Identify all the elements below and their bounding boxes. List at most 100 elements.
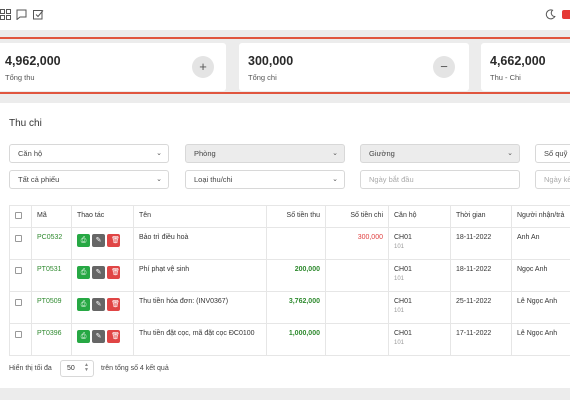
total-expense-value: 300,000 <box>248 54 294 68</box>
bed-select[interactable]: Giường ⌄ <box>360 144 520 163</box>
page-size-select[interactable]: 50 ▲ ▼ <box>60 360 94 377</box>
row-room: 101 <box>394 276 405 282</box>
panel-title: Thu chi <box>9 118 42 129</box>
row-name: Phí phạt vệ sinh <box>133 259 267 292</box>
table-row[interactable]: PT0509 ⎙ ✎ 🗑 Thu tiền hóa đơn: (INV0367) 3,76… <box>9 291 570 324</box>
row-code[interactable]: PT0509 <box>31 291 72 324</box>
row-expense <box>325 323 389 356</box>
row-apartment: CH01 101 <box>388 291 451 324</box>
col-actions: Thao tác <box>71 205 134 228</box>
room-select[interactable]: Phòng ⌄ <box>185 144 345 163</box>
table-row[interactable]: PT0396 ⎙ ✎ 🗑 Thu tiền đặt cọc, mã đặt cọc ĐC… <box>9 323 570 356</box>
col-income[interactable]: Số tiền thu <box>266 205 326 228</box>
row-apartment-code: CH01 <box>394 234 412 241</box>
apartment-select[interactable]: Căn hộ ⌄ <box>9 144 169 163</box>
col-name[interactable]: Tên <box>133 205 267 228</box>
col-apartment[interactable]: Căn hộ <box>388 205 451 228</box>
row-select-cell <box>9 323 32 356</box>
row-time: 18-11-2022 <box>450 227 512 260</box>
col-time[interactable]: Thời gian <box>450 205 512 228</box>
grid-icon[interactable] <box>0 9 11 20</box>
row-name: Thu tiền đặt cọc, mã đặt cọc ĐC0100 <box>133 323 267 356</box>
row-actions: ⎙ ✎ 🗑 <box>71 291 134 324</box>
delete-button[interactable]: 🗑 <box>107 298 120 311</box>
transactions-panel: Thu chi Căn hộ ⌄ Phòng ⌄ Giường ⌄ Sổ quỹ… <box>0 103 570 388</box>
moon-icon[interactable] <box>545 9 556 20</box>
row-checkbox[interactable] <box>15 235 22 242</box>
page-size-value: 50 <box>67 365 75 372</box>
summary-card-expense: 300,000 Tổng chi − <box>239 43 469 91</box>
select-all-checkbox[interactable] <box>15 212 22 219</box>
edit-button[interactable]: ✎ <box>92 330 105 343</box>
row-select-cell <box>9 227 32 260</box>
delete-button[interactable]: 🗑 <box>107 234 120 247</box>
row-select-cell <box>9 259 32 292</box>
delete-button[interactable]: 🗑 <box>107 266 120 279</box>
chat-icon[interactable] <box>16 9 27 21</box>
edit-button[interactable]: ✎ <box>92 266 105 279</box>
income-expense-type-select[interactable]: Loại thu/chi ⌄ <box>185 170 345 189</box>
voucher-type-select-label: Tất cả phiếu <box>18 175 60 184</box>
edit-button[interactable]: ✎ <box>92 234 105 247</box>
transactions-table: Mã Thao tác Tên Số tiền thu Số tiền chi … <box>9 205 570 356</box>
row-code[interactable]: PT0396 <box>31 323 72 356</box>
notification-badge[interactable] <box>562 10 570 19</box>
summary-card-income: 4,962,000 Tổng thu + <box>0 43 226 91</box>
chevron-down-icon: ⌄ <box>156 150 162 157</box>
delete-button[interactable]: 🗑 <box>107 330 120 343</box>
add-income-button[interactable]: + <box>192 56 214 78</box>
add-expense-button[interactable]: − <box>433 56 455 78</box>
row-checkbox[interactable] <box>15 331 22 338</box>
row-apartment-code: CH01 <box>394 298 412 305</box>
row-apartment: CH01 101 <box>388 323 451 356</box>
cashbook-select-label: Sổ quỹ <box>544 149 568 158</box>
col-code[interactable]: Mã <box>31 205 72 228</box>
apartment-select-label: Căn hộ <box>18 149 43 158</box>
col-person[interactable]: Người nhận/trả <box>511 205 570 228</box>
cashbook-select[interactable]: Sổ quỹ <box>535 144 570 163</box>
checkbox-icon[interactable] <box>33 9 44 20</box>
row-name: Thu tiền hóa đơn: (INV0367) <box>133 291 267 324</box>
end-date-placeholder: Ngày kết <box>544 175 570 184</box>
row-person: Anh An <box>511 227 570 260</box>
row-apartment: CH01 101 <box>388 227 451 260</box>
print-button[interactable]: ⎙ <box>77 330 90 343</box>
table-row[interactable]: PT0531 ⎙ ✎ 🗑 Phí phạt vệ sinh 200,000 CH01 101 1… <box>9 259 570 292</box>
print-button[interactable]: ⎙ <box>77 298 90 311</box>
row-code[interactable]: PC0532 <box>31 227 72 260</box>
print-button[interactable]: ⎙ <box>77 266 90 279</box>
edit-button[interactable]: ✎ <box>92 298 105 311</box>
row-actions: ⎙ ✎ 🗑 <box>71 323 134 356</box>
row-checkbox[interactable] <box>15 267 22 274</box>
voucher-type-select[interactable]: Tất cả phiếu ⌄ <box>9 170 169 189</box>
row-expense <box>325 259 389 292</box>
row-person: Ngọc Anh <box>511 259 570 292</box>
row-room: 101 <box>394 308 405 314</box>
end-date-input[interactable]: Ngày kết <box>535 170 570 189</box>
row-apartment-code: CH01 <box>394 266 412 273</box>
table-row[interactable]: PC0532 ⎙ ✎ 🗑 Bảo trì điều hoà 300,000 CH01 101 1… <box>9 227 570 260</box>
start-date-placeholder: Ngày bắt đầu <box>369 175 414 184</box>
chevron-down-icon: ⌄ <box>332 176 338 183</box>
chevron-down-icon: ⌄ <box>507 150 513 157</box>
start-date-input[interactable]: Ngày bắt đầu <box>360 170 520 189</box>
row-income <box>266 227 326 260</box>
balance-label: Thu - Chi <box>490 73 521 82</box>
room-select-label: Phòng <box>194 149 216 158</box>
row-person: Lê Ngọc Anh <box>511 323 570 356</box>
row-code[interactable]: PT0531 <box>31 259 72 292</box>
bed-select-label: Giường <box>369 149 395 158</box>
row-select-cell <box>9 291 32 324</box>
row-apartment-code: CH01 <box>394 330 412 337</box>
chevron-down-icon: ⌄ <box>332 150 338 157</box>
row-name: Bảo trì điều hoà <box>133 227 267 260</box>
row-income: 200,000 <box>266 259 326 292</box>
col-expense[interactable]: Số tiền chi <box>325 205 389 228</box>
print-button[interactable]: ⎙ <box>77 234 90 247</box>
summary-card-balance: 4,662,000 Thu - Chi <box>481 43 570 91</box>
row-checkbox[interactable] <box>15 299 22 306</box>
row-time: 25-11-2022 <box>450 291 512 324</box>
row-apartment: CH01 101 <box>388 259 451 292</box>
total-income-value: 4,962,000 <box>5 54 61 68</box>
row-time: 18-11-2022 <box>450 259 512 292</box>
